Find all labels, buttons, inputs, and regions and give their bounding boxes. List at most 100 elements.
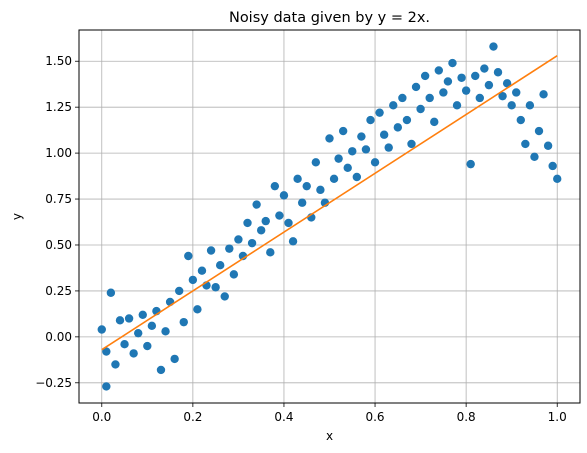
y-tick-label: 0.50 [45,238,72,252]
x-tick-label: 0.2 [183,410,202,424]
data-point [193,305,202,314]
data-point [525,101,535,110]
data-point [234,235,243,244]
data-point [247,238,257,248]
scatter-series [97,42,562,391]
data-point [156,365,166,375]
data-point [243,218,252,228]
data-point [366,115,375,125]
data-point [348,147,357,156]
data-point [416,104,425,114]
data-point [334,154,343,163]
data-point [370,158,380,167]
data-point [352,172,362,182]
data-point [266,248,275,257]
data-point [439,88,448,97]
data-point [120,340,129,349]
y-tick-label: 1.50 [45,54,72,68]
data-point [102,347,111,356]
x-tick-label: 0.4 [274,410,293,424]
data-point [543,141,553,150]
data-point [329,174,339,184]
data-point [466,159,475,169]
data-point [206,246,216,255]
data-point [225,244,234,253]
data-point [484,80,494,90]
data-point [548,161,557,171]
data-point [134,328,143,338]
data-point [270,181,280,191]
data-point [357,132,366,141]
data-point [325,134,334,143]
data-point [188,275,198,285]
axis-ticks: 0.0 0.2 0.4 0.6 0.8 1.0 −0.25 0.00 0.25 0.50 0.75 1… [35,54,567,424]
y-tick-label: 1.00 [45,146,72,160]
data-point [170,354,179,364]
data-point [175,286,184,296]
data-point [215,260,225,270]
fit-line [101,55,558,351]
data-point [252,200,261,209]
data-point [211,283,220,292]
data-point [434,66,444,75]
data-point [284,218,293,228]
plot-frame [78,29,581,404]
data-point [498,91,507,101]
data-point [106,288,116,297]
data-point [461,86,471,95]
data-point [516,115,525,125]
y-tick-label: 1.25 [45,100,72,114]
data-point [256,226,266,235]
y-tick-label: −0.25 [35,376,72,390]
data-point [389,101,398,110]
data-point [220,292,229,301]
y-tick-label: 0.00 [45,330,72,344]
data-point [480,64,489,73]
data-point [143,341,152,351]
data-point [407,139,416,149]
data-point [111,360,120,369]
data-point [502,79,512,88]
x-tick-label: 0.6 [365,410,384,424]
data-point [443,77,453,86]
data-point [489,42,498,51]
x-axis-title: x [326,429,333,443]
data-point [375,108,384,117]
data-point [475,93,484,103]
data-point [179,317,188,327]
y-tick-label: 0.25 [45,284,72,298]
data-point [448,58,457,68]
data-point [420,71,430,81]
data-point [261,216,270,226]
x-tick-label: 0.0 [92,410,111,424]
data-point [534,126,544,136]
data-point [316,185,325,195]
data-point [275,211,284,220]
x-tick-label: 0.8 [457,410,476,424]
data-point [553,174,562,184]
data-point [530,152,539,161]
data-point [457,73,466,82]
data-point [361,145,371,154]
data-point [297,198,307,207]
data-point [229,270,239,279]
data-point [512,88,521,97]
chart-title: Noisy data given by y = 2x. [229,10,430,26]
data-point [288,237,298,246]
data-point [452,101,462,110]
grid-lines [79,30,580,403]
data-point [384,143,393,152]
data-point [411,82,421,92]
y-axis-title: y [10,213,24,220]
data-point [471,71,480,81]
data-point [521,139,530,149]
data-point [302,181,311,191]
data-point [539,90,548,99]
data-point [338,126,348,136]
data-point [197,266,207,275]
data-point [184,251,193,261]
data-point [311,158,321,167]
data-point [279,191,289,200]
data-point [147,321,157,331]
